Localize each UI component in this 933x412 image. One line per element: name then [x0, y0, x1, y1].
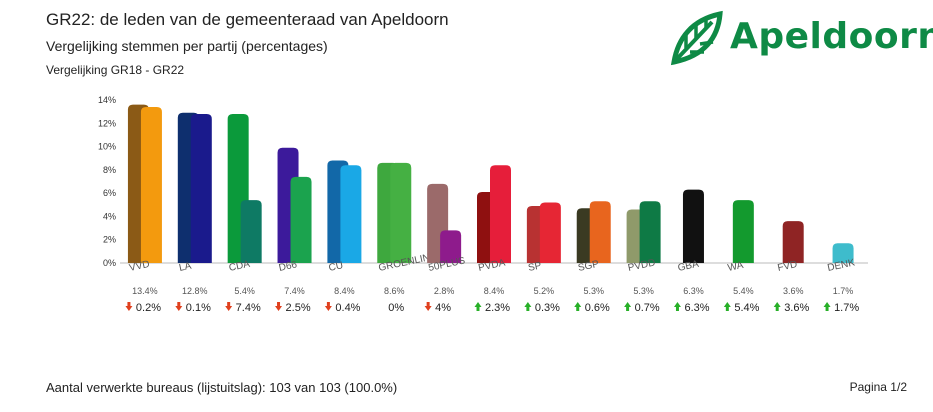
leaf-logo-icon	[670, 10, 723, 66]
change-label: 4%	[435, 302, 451, 314]
value-label: 8.4%	[484, 286, 505, 296]
bar-gr22	[490, 165, 511, 263]
bar-gr22	[732, 200, 754, 263]
arrow-down-icon	[225, 302, 233, 311]
value-label: 5.4%	[733, 286, 754, 296]
arrow-up-icon	[524, 302, 532, 311]
value-label: 5.3%	[633, 286, 654, 296]
bar-gr22	[832, 243, 854, 263]
arrow-up-icon	[773, 302, 781, 311]
x-tick-label: DENK	[826, 257, 856, 274]
value-label: 5.3%	[583, 286, 604, 296]
arrow-up-icon	[723, 302, 731, 311]
change-label: 6.3%	[684, 302, 709, 314]
bar-gr22	[539, 202, 561, 263]
bar-gr22	[589, 201, 611, 263]
y-tick-label: 6%	[103, 188, 116, 198]
bureaus-status: Aantal verwerkte bureaus (lijstuitslag):…	[46, 380, 398, 395]
value-label: 6.3%	[683, 286, 704, 296]
page-title: GR22: de leden van de gemeenteraad van A…	[46, 10, 449, 29]
arrow-down-icon	[275, 302, 283, 311]
value-label: 13.4%	[132, 286, 158, 296]
bar-gr22	[782, 221, 804, 263]
bar-gr22	[340, 165, 362, 263]
change-label: 2.5%	[286, 302, 311, 314]
arrow-down-icon	[175, 302, 183, 311]
bar-gr22	[190, 113, 212, 263]
change-label: 7.4%	[236, 302, 261, 314]
x-tick-label: D66	[278, 259, 299, 274]
change-label: 0.3%	[535, 302, 560, 314]
y-tick-label: 4%	[103, 211, 116, 221]
x-tick-label: VVD	[128, 259, 150, 274]
y-tick-label: 14%	[98, 95, 116, 105]
arrow-up-icon	[574, 302, 582, 311]
x-tick-label: CU	[328, 260, 344, 274]
y-tick-label: 2%	[103, 235, 116, 245]
x-tick-label: SGP	[577, 259, 600, 274]
bar-gr22	[290, 176, 312, 263]
change-label: 0.4%	[335, 302, 360, 314]
arrow-up-icon	[474, 302, 482, 311]
apeldoorn-logo: Apeldoorn	[668, 8, 933, 68]
change-label: 0.7%	[635, 302, 660, 314]
arrow-down-icon	[324, 302, 332, 311]
arrow-up-icon	[673, 302, 681, 311]
y-tick-label: 8%	[103, 165, 116, 175]
bar-gr22	[390, 162, 412, 263]
bar-gr22	[140, 106, 162, 263]
value-label: 5.2%	[534, 286, 555, 296]
change-label: 0.6%	[585, 302, 610, 314]
value-label: 8.6%	[384, 286, 405, 296]
y-tick-label: 0%	[103, 258, 116, 268]
arrow-down-icon	[424, 302, 432, 311]
value-label: 5.4%	[234, 286, 255, 296]
value-label: 7.4%	[284, 286, 305, 296]
y-tick-label: 10%	[98, 142, 116, 152]
x-tick-label: LA	[178, 261, 193, 274]
value-label: 8.4%	[334, 286, 355, 296]
bar-gr22	[682, 189, 704, 263]
logo-text: Apeldoorn	[730, 16, 933, 57]
change-label: 5.4%	[734, 302, 759, 314]
change-label: 3.6%	[784, 302, 809, 314]
value-label: 1.7%	[833, 286, 854, 296]
value-label: 2.8%	[434, 286, 455, 296]
x-tick-label: CDA	[228, 259, 251, 274]
change-label: 1.7%	[834, 302, 859, 314]
value-label: 12.8%	[182, 286, 208, 296]
page-number: Pagina 1/2	[849, 380, 907, 394]
x-tick-label: FVD	[777, 259, 799, 274]
x-tick-label: GBA	[677, 259, 700, 274]
arrow-up-icon	[624, 302, 632, 311]
value-label: 3.6%	[783, 286, 804, 296]
comparison-label: Vergelijking GR18 - GR22	[46, 63, 185, 77]
bar-gr22	[440, 230, 462, 263]
arrow-up-icon	[823, 302, 831, 311]
bar-gr22	[639, 201, 661, 263]
page-subtitle: Vergelijking stemmen per partij (percent…	[46, 38, 328, 54]
arrow-down-icon	[125, 302, 133, 311]
change-label: 0.2%	[136, 302, 161, 314]
x-tick-label: SP	[527, 260, 543, 274]
x-tick-label: WA	[727, 260, 745, 274]
bar-gr22	[240, 200, 262, 263]
change-label: 0%	[388, 302, 404, 314]
y-tick-label: 12%	[98, 118, 116, 128]
change-label: 2.3%	[485, 302, 510, 314]
change-label: 0.1%	[186, 302, 211, 314]
